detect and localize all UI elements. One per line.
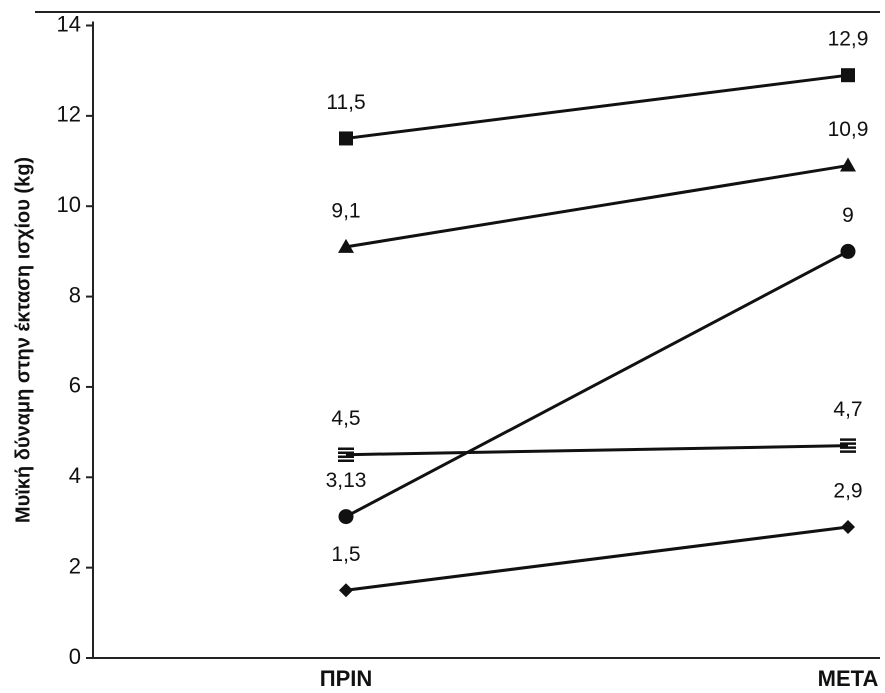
value-label: 3,13 (326, 469, 367, 492)
value-label: 10,9 (828, 118, 869, 141)
series-line (345, 525, 849, 592)
value-label: 1,5 (331, 543, 360, 566)
marker (339, 583, 353, 598)
x-tick-label: ΜΕΤΑ (818, 666, 879, 691)
value-label: 12,9 (828, 28, 869, 51)
y-tick-label: 6 (69, 373, 81, 398)
value-label: 4,7 (833, 398, 862, 421)
marker (841, 519, 855, 534)
y-tick-label: 14 (57, 11, 81, 36)
y-tick-label: 2 (69, 553, 81, 578)
value-label: 9 (842, 204, 854, 227)
marker (841, 68, 855, 83)
marker (840, 243, 856, 259)
series-line (345, 164, 849, 249)
y-tick-label: 0 (69, 644, 81, 669)
value-label: 9,1 (331, 199, 360, 222)
value-label: 4,5 (331, 407, 360, 430)
x-tick-label: ΠΡΙΝ (320, 666, 373, 691)
y-axis-label: Μυϊκή δύναμη στην έκταση ισχίου (kg) (12, 157, 34, 523)
y-tick-label: 8 (69, 282, 81, 307)
y-tick-label: 10 (57, 192, 81, 217)
marker (338, 509, 354, 525)
marker (339, 131, 353, 146)
series-line (345, 444, 849, 457)
y-tick-label: 12 (57, 102, 81, 127)
value-label: 2,9 (833, 480, 862, 503)
series-line (345, 73, 849, 140)
marker (338, 447, 354, 462)
y-tick-label: 4 (69, 463, 81, 488)
marker (840, 438, 856, 453)
series-line (345, 250, 849, 518)
value-label: 11,5 (326, 91, 365, 114)
marker (338, 238, 354, 253)
marker (840, 157, 856, 172)
